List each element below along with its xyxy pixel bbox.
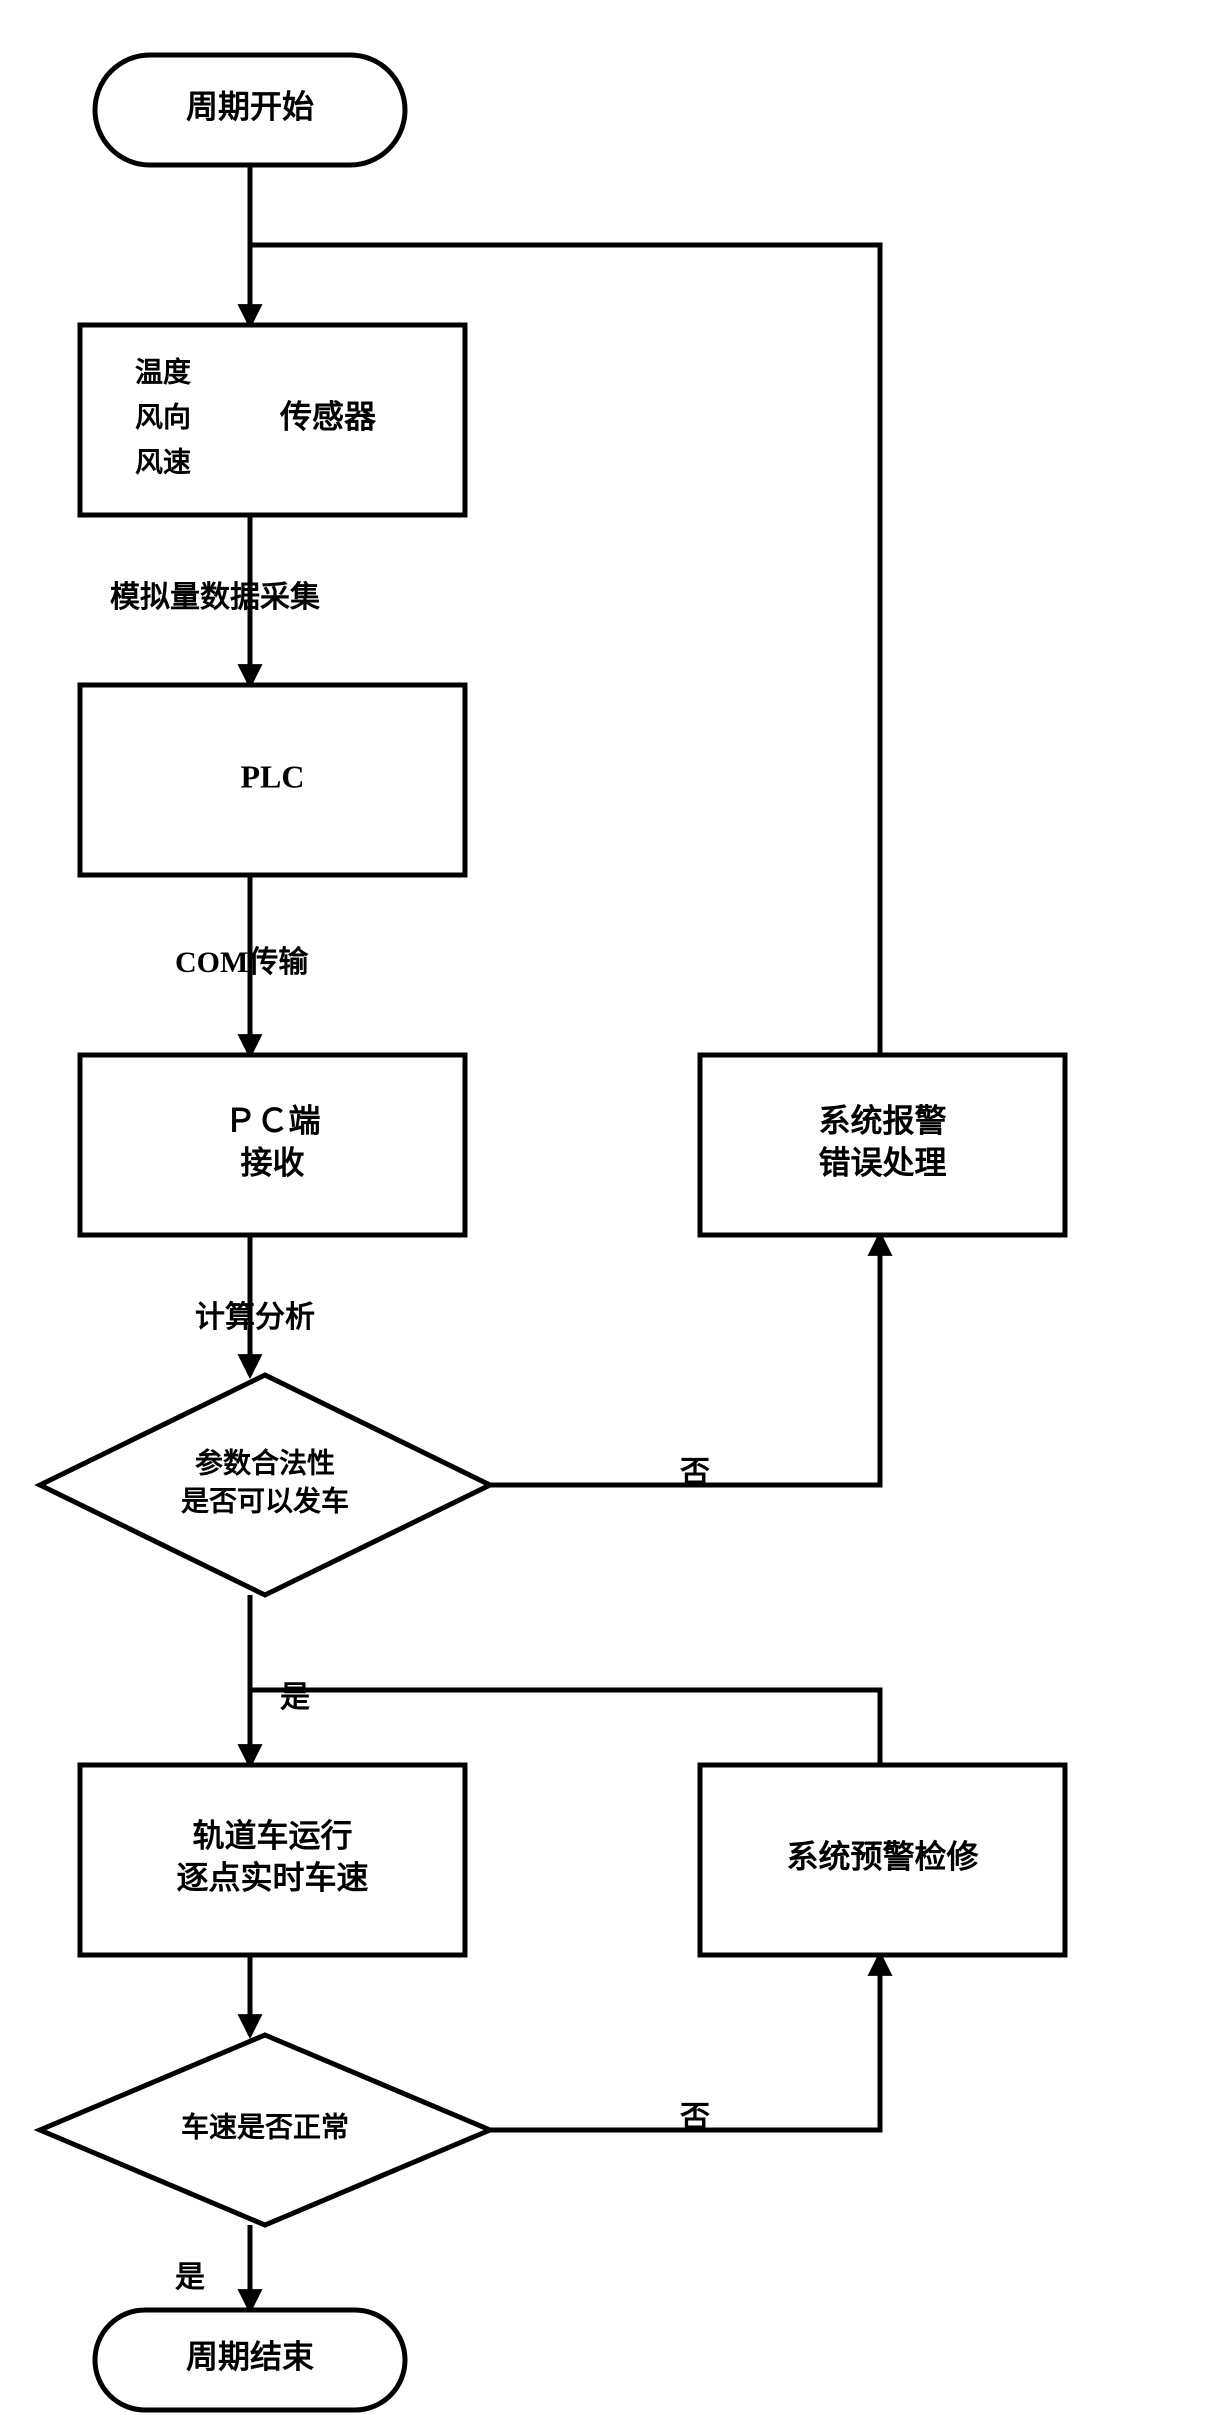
node-pc-label-1: 接收 (240, 1144, 304, 1180)
edge-label: COM传输 (175, 946, 309, 979)
edge (490, 1235, 880, 1485)
edge-label: 计算分析 (195, 1300, 315, 1334)
node-run-label-1: 逐点实时车速 (176, 1859, 368, 1895)
edge-label: 否 (680, 2101, 710, 2134)
node-end-label: 周期结束 (186, 2338, 314, 2374)
node-sensor-left-2: 风速 (135, 446, 191, 478)
node-sensor-left-1: 风向 (135, 401, 191, 433)
node-start-label: 周期开始 (186, 88, 314, 124)
node-warn-label-0: 系统预警检修 (786, 1838, 979, 1874)
edge-label: 是 (280, 1681, 310, 1714)
flowchart-diagram: 模拟量数据采集COM传输计算分析是否否是周期开始温度风向风速传感器PLCＰＣ端接… (0, 0, 1225, 2415)
node-alarm-label-0: 系统报警 (818, 1102, 946, 1138)
edge (250, 1690, 880, 1765)
node-plc-label-0: PLC (241, 758, 305, 794)
node-run-label-0: 轨道车运行 (192, 1817, 352, 1853)
edge-label: 是 (175, 2261, 205, 2294)
node-pc-label-0: ＰＣ端 (224, 1102, 320, 1138)
edge-label: 模拟量数据采集 (110, 581, 321, 614)
node-sensor-right: 传感器 (279, 398, 377, 434)
node-sensor-left-0: 温度 (135, 356, 191, 388)
node-dec2-label-0: 车速是否正常 (181, 2110, 349, 2143)
node-dec1-label-1: 是否可以发车 (181, 1484, 349, 1517)
node-dec1 (40, 1375, 490, 1595)
node-dec1-label-0: 参数合法性 (195, 1446, 335, 1479)
edge-label: 否 (680, 1456, 710, 1489)
node-alarm-label-1: 错误处理 (818, 1144, 946, 1180)
